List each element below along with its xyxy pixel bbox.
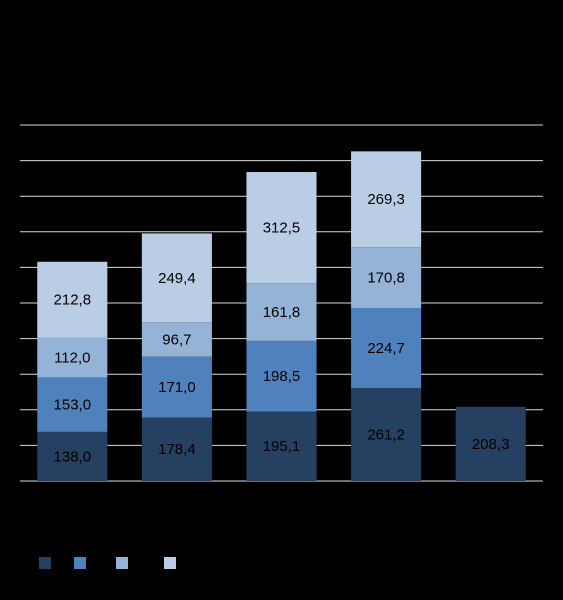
- y-tick-label: 500: [0, 294, 16, 311]
- data-label: 198,5: [263, 368, 301, 385]
- bar-segment: [246, 340, 317, 412]
- y-tick-label: 400: [0, 330, 16, 347]
- data-label: 224,7: [367, 340, 405, 357]
- bar-segment: [246, 283, 317, 341]
- bar-segment: [37, 377, 108, 432]
- y-tick-label: 900: [0, 152, 16, 169]
- bar-segment: [37, 337, 108, 378]
- data-label: 138,0: [54, 448, 92, 465]
- bar-segment: [351, 151, 422, 248]
- bar-segment: [351, 247, 422, 309]
- data-label: 96,7: [162, 331, 191, 348]
- data-label: 195,1: [263, 438, 301, 455]
- bar-segment: [37, 431, 108, 481]
- data-label: 170,8: [367, 270, 405, 287]
- y-tick-label: 100: [0, 436, 16, 453]
- bar-segment: [141, 356, 212, 418]
- bar-segment: [141, 233, 212, 323]
- bar-segment: [246, 172, 317, 284]
- y-tick-label: 1000: [0, 116, 16, 133]
- bar-segment: [141, 417, 212, 481]
- data-label: 161,8: [263, 304, 301, 321]
- y-tick-label: 800: [0, 187, 16, 204]
- data-label: 212,8: [54, 292, 92, 309]
- data-label: 178,4: [158, 441, 196, 458]
- data-label: 112,0: [54, 349, 90, 366]
- data-label: 312,5: [263, 220, 301, 237]
- y-tick-label: 0: [8, 472, 16, 489]
- data-label: 269,3: [367, 191, 405, 208]
- data-label: 171,0: [158, 379, 196, 396]
- y-tick-label: 700: [0, 223, 16, 240]
- bar-segment: [246, 411, 317, 481]
- bar-segment: [455, 406, 526, 481]
- data-label: 208,3: [472, 436, 510, 453]
- y-tick-label: 200: [0, 401, 16, 418]
- y-tick-label: 300: [0, 365, 16, 382]
- data-label: 153,0: [54, 397, 92, 414]
- data-label: 249,4: [158, 270, 196, 287]
- y-tick-label: 600: [0, 258, 16, 275]
- legend-swatch: [39, 557, 51, 569]
- legend-swatch: [164, 557, 176, 569]
- bar-segment: [351, 308, 422, 389]
- bar-segment: [141, 322, 212, 357]
- legend-swatch: [116, 557, 128, 569]
- legend-swatch: [74, 557, 86, 569]
- bar-segment: [37, 261, 108, 338]
- bar-segment: [351, 388, 422, 481]
- data-label: 261,2: [367, 426, 405, 443]
